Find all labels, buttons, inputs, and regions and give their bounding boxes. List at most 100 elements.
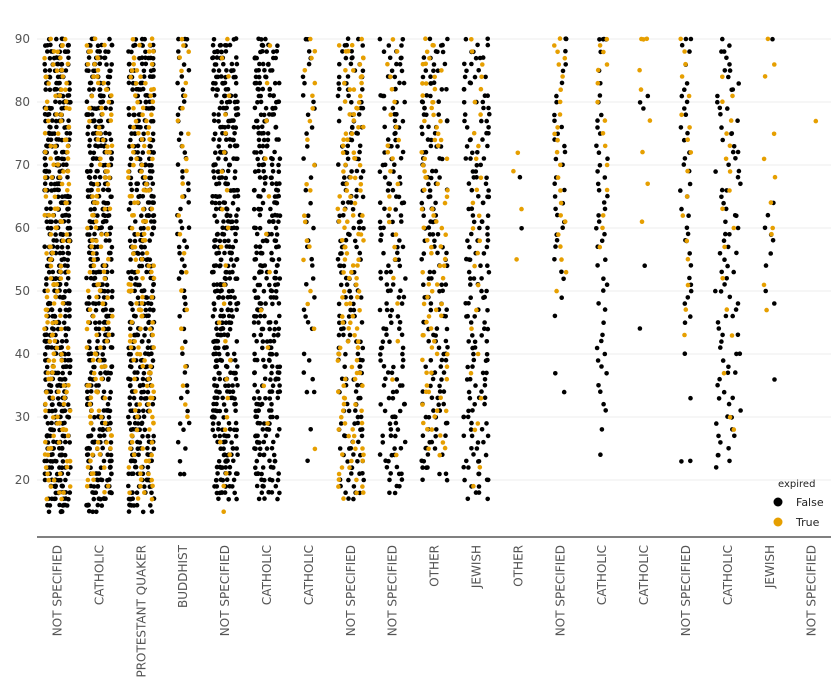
data-point <box>479 118 484 124</box>
data-point <box>144 118 149 124</box>
data-point <box>176 244 182 250</box>
data-point <box>106 99 112 105</box>
data-point <box>377 452 383 457</box>
data-point <box>343 49 349 54</box>
data-point <box>142 358 147 363</box>
data-point <box>234 213 239 218</box>
data-point <box>466 408 471 414</box>
data-point <box>105 483 111 489</box>
data-point <box>433 333 439 338</box>
data-point <box>65 156 71 161</box>
data-point <box>220 225 225 231</box>
data-point <box>212 376 217 382</box>
data-point <box>52 206 58 212</box>
data-point <box>341 496 346 501</box>
data-point <box>51 351 57 357</box>
data-point <box>210 421 216 426</box>
data-point <box>433 168 439 174</box>
data-point <box>428 383 433 389</box>
data-point <box>149 62 155 67</box>
data-point <box>421 251 427 256</box>
data-point <box>227 42 233 48</box>
data-point <box>226 74 231 79</box>
data-point <box>430 168 435 174</box>
data-point <box>388 427 394 432</box>
data-point <box>604 187 610 193</box>
data-point <box>92 206 97 212</box>
data-point <box>485 326 491 332</box>
data-point <box>595 80 601 86</box>
data-point <box>211 169 216 174</box>
data-point <box>92 414 97 420</box>
data-point <box>393 414 398 420</box>
data-point <box>148 144 153 149</box>
data-point <box>340 150 346 155</box>
data-point <box>180 181 185 186</box>
data-point <box>176 36 181 42</box>
data-point <box>381 364 387 369</box>
data-point <box>130 143 135 149</box>
data-point <box>260 345 265 351</box>
data-point <box>103 169 109 174</box>
data-point <box>126 270 131 275</box>
data-point <box>437 175 442 180</box>
data-point <box>432 74 438 80</box>
data-point <box>391 364 396 370</box>
data-point <box>98 100 103 105</box>
data-point <box>58 231 64 237</box>
data-point <box>474 446 480 451</box>
data-point <box>130 427 136 432</box>
data-point <box>311 326 317 332</box>
data-point <box>356 289 362 294</box>
data-point <box>84 275 89 281</box>
data-point <box>724 307 730 312</box>
data-point <box>221 301 227 307</box>
data-point <box>212 433 218 439</box>
data-point <box>258 313 263 319</box>
data-point <box>421 225 427 231</box>
data-point <box>105 401 111 407</box>
data-point <box>260 61 266 67</box>
data-point <box>336 162 341 167</box>
data-point <box>558 244 563 249</box>
data-point <box>90 238 95 243</box>
data-point <box>91 440 97 445</box>
data-point <box>713 465 719 470</box>
data-point <box>107 238 112 243</box>
data-point <box>44 282 49 287</box>
data-point <box>48 137 54 143</box>
data-point <box>175 118 181 123</box>
data-point <box>107 490 113 495</box>
data-point <box>360 446 365 451</box>
data-point <box>341 137 346 142</box>
data-point <box>45 43 50 48</box>
data-point <box>55 49 60 55</box>
data-point <box>139 55 145 60</box>
data-point <box>96 408 102 414</box>
data-point <box>85 465 91 470</box>
data-point <box>92 36 98 42</box>
data-point <box>360 68 366 74</box>
data-point <box>342 207 348 212</box>
data-point <box>233 106 238 111</box>
data-point <box>89 93 95 99</box>
data-point <box>149 231 155 237</box>
data-point <box>228 370 233 376</box>
data-point <box>679 112 684 118</box>
data-point <box>601 276 606 282</box>
data-point <box>348 446 354 451</box>
data-point <box>132 339 137 344</box>
data-point <box>604 162 610 168</box>
data-point <box>685 231 691 237</box>
data-point <box>176 276 182 281</box>
data-point <box>730 313 735 319</box>
data-point <box>176 137 182 143</box>
data-point <box>253 446 258 452</box>
data-point <box>722 244 727 250</box>
data-point <box>95 144 101 149</box>
data-point <box>688 263 694 268</box>
data-point <box>100 307 106 313</box>
data-point <box>95 55 101 61</box>
data-point <box>179 345 185 351</box>
data-point <box>51 62 56 67</box>
